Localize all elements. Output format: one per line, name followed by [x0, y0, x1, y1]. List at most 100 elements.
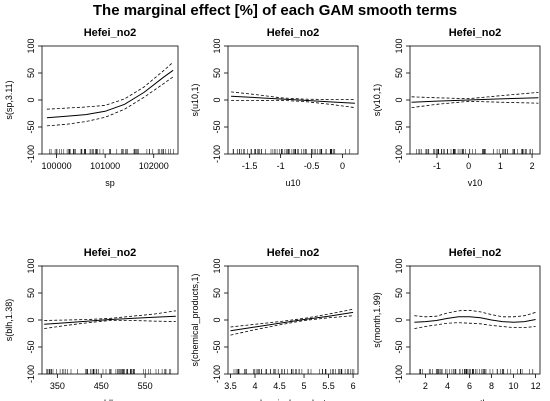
x-tick-label: 1	[498, 161, 503, 171]
x-tick-label: 350	[50, 381, 65, 391]
y-tick-label: 0	[26, 97, 36, 102]
y-axis-label: s(u10,1)	[190, 83, 200, 116]
x-tick-label: 2	[530, 161, 535, 171]
y-tick-label: -100	[26, 145, 36, 163]
panel-5: Hefei_no2 3.5 4 4.5 5 5.5 6 -100 -50 0 50 100 chemic…	[190, 247, 359, 401]
y-tick-label: -100	[212, 145, 222, 163]
plot-frame	[41, 45, 179, 155]
x-tick-label: 2	[423, 381, 428, 391]
plot-frame	[409, 265, 541, 375]
x-tick-label: 5.5	[322, 381, 335, 391]
x-tick-label: 4	[445, 381, 450, 391]
rug-marks	[419, 369, 534, 374]
upper-confidence-line	[414, 309, 536, 318]
y-tick-label: 100	[26, 38, 36, 53]
y-tick-label: 50	[394, 288, 404, 298]
panel-title: Hefei_no2	[449, 247, 502, 259]
y-axis-label: s(month,1.99)	[372, 292, 382, 348]
x-axis-label: u10	[285, 178, 300, 188]
y-tick-label: -50	[26, 120, 36, 133]
upper-confidence-line	[46, 61, 174, 110]
smooth-fit-line	[231, 95, 355, 104]
y-tick-label: 100	[394, 38, 404, 53]
y-tick-label: -50	[212, 340, 222, 353]
y-axis-label: s(chemical_products,1)	[190, 273, 200, 366]
lower-confidence-line	[411, 100, 539, 108]
panel-title: Hefei_no2	[267, 27, 320, 39]
x-tick-label: 0	[340, 161, 345, 171]
rug-marks	[416, 149, 533, 154]
x-axis-label: month	[462, 398, 487, 401]
x-axis-label: v10	[468, 178, 483, 188]
y-tick-label: 50	[26, 68, 36, 78]
y-tick-label: 0	[394, 97, 404, 102]
y-axis-label: s(blh,1.38)	[4, 299, 14, 342]
y-tick-label: 50	[26, 288, 36, 298]
smooth-fit-line	[414, 316, 536, 323]
panel-3: Hefei_no2 -1 0 1 2 -100 -50 0 50 100 v10 s(v10,1)	[372, 27, 541, 188]
x-tick-label: 5	[302, 381, 307, 391]
upper-confidence-line	[44, 310, 176, 321]
x-tick-label: -0.5	[304, 161, 320, 171]
x-tick-label: -1	[433, 161, 441, 171]
lower-confidence-line	[414, 322, 536, 329]
y-tick-label: 0	[212, 317, 222, 322]
lower-confidence-line	[46, 76, 174, 127]
lower-confidence-line	[231, 99, 355, 108]
y-axis-label: s(sp,3.11)	[4, 80, 14, 119]
y-tick-label: 100	[26, 258, 36, 273]
x-axis-label: blh	[104, 398, 116, 401]
panel-2: Hefei_no2 -1.5 -1 -0.5 0 -100 -50 0 50 100 u10 s(u1…	[190, 27, 359, 188]
y-tick-label: 0	[212, 97, 222, 102]
x-axis-label: sp	[105, 178, 115, 188]
panel-title: Hefei_no2	[267, 247, 320, 259]
x-tick-label: 8	[489, 381, 494, 391]
y-tick-label: -50	[26, 340, 36, 353]
x-tick-label: 450	[94, 381, 109, 391]
y-tick-label: -100	[26, 365, 36, 383]
rug-marks	[232, 149, 351, 154]
y-tick-label: 50	[212, 68, 222, 78]
x-tick-label: 6	[351, 381, 356, 391]
x-tick-label: 100000	[42, 161, 72, 171]
y-tick-label: -100	[212, 365, 222, 383]
upper-confidence-line	[231, 91, 355, 100]
y-tick-label: -100	[394, 365, 404, 383]
smooth-fit-line	[411, 97, 539, 103]
y-tick-label: 50	[394, 68, 404, 78]
y-tick-label: -50	[394, 120, 404, 133]
rug-marks	[233, 369, 355, 374]
panel-title: Hefei_no2	[84, 247, 137, 259]
y-axis-label: s(v10,1)	[372, 84, 382, 117]
rug-marks	[49, 149, 174, 154]
y-tick-label: 0	[26, 317, 36, 322]
y-tick-label: -50	[212, 120, 222, 133]
panel-6: Hefei_no2 2 4 6 8 10 12 -100 -50 0 50 100 month s(mon…	[372, 247, 541, 401]
x-tick-label: 3.5	[224, 381, 237, 391]
rug-marks	[46, 369, 172, 374]
panel-title: Hefei_no2	[449, 27, 502, 39]
x-tick-label: 10	[509, 381, 519, 391]
x-tick-label: 4.5	[273, 381, 286, 391]
smooth-fit-line	[230, 311, 354, 332]
y-tick-label: 100	[212, 38, 222, 53]
lower-confidence-line	[230, 315, 354, 336]
x-tick-label: 550	[138, 381, 153, 391]
x-tick-label: 4	[252, 381, 257, 391]
upper-confidence-line	[230, 308, 354, 328]
y-tick-label: 100	[394, 258, 404, 273]
figure-title: The marginal effect [%] of each GAM smoo…	[92, 2, 458, 19]
x-tick-label: -1	[277, 161, 285, 171]
y-tick-label: 0	[394, 317, 404, 322]
lower-confidence-line	[44, 320, 176, 329]
upper-confidence-line	[411, 92, 539, 100]
x-tick-label: 0	[466, 161, 471, 171]
y-tick-label: 100	[212, 258, 222, 273]
x-tick-label: -1.5	[242, 161, 258, 171]
panel-4: Hefei_no2 350 450 550 -100 -50 0 50 100 blh s(blh,…	[4, 247, 179, 401]
x-axis-label: chemical_products	[255, 398, 331, 401]
panel-1: Hefei_no2 100000 101000 102000 -100 -50 0 50 100…	[4, 27, 179, 188]
x-tick-label: 102000	[139, 161, 169, 171]
x-tick-label: 6	[467, 381, 472, 391]
